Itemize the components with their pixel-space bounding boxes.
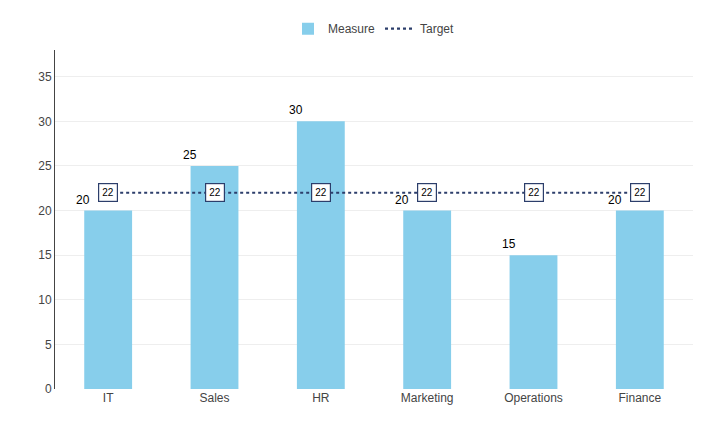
svg-text:22: 22 bbox=[315, 187, 327, 198]
svg-text:30: 30 bbox=[38, 115, 52, 129]
svg-text:IT: IT bbox=[103, 391, 114, 405]
svg-text:15: 15 bbox=[502, 237, 516, 251]
svg-text:22: 22 bbox=[102, 187, 114, 198]
svg-text:22: 22 bbox=[421, 187, 433, 198]
svg-text:25: 25 bbox=[183, 148, 197, 162]
svg-text:Finance: Finance bbox=[618, 391, 661, 405]
svg-text:30: 30 bbox=[289, 103, 303, 117]
svg-text:15: 15 bbox=[38, 248, 52, 262]
svg-text:25: 25 bbox=[38, 159, 52, 173]
svg-text:Marketing: Marketing bbox=[401, 391, 454, 405]
svg-text:35: 35 bbox=[38, 70, 52, 84]
svg-text:10: 10 bbox=[38, 293, 52, 307]
svg-text:Measure: Measure bbox=[328, 22, 375, 36]
svg-text:Sales: Sales bbox=[199, 391, 229, 405]
svg-text:0: 0 bbox=[45, 382, 52, 396]
svg-text:Target: Target bbox=[420, 22, 454, 36]
svg-text:20: 20 bbox=[38, 204, 52, 218]
svg-text:22: 22 bbox=[209, 187, 221, 198]
svg-text:20: 20 bbox=[608, 193, 622, 207]
svg-text:Operations: Operations bbox=[504, 391, 563, 405]
svg-text:22: 22 bbox=[634, 187, 646, 198]
svg-text:22: 22 bbox=[528, 187, 540, 198]
svg-text:20: 20 bbox=[395, 193, 409, 207]
svg-text:HR: HR bbox=[312, 391, 330, 405]
svg-text:20: 20 bbox=[76, 193, 90, 207]
svg-text:5: 5 bbox=[45, 338, 52, 352]
